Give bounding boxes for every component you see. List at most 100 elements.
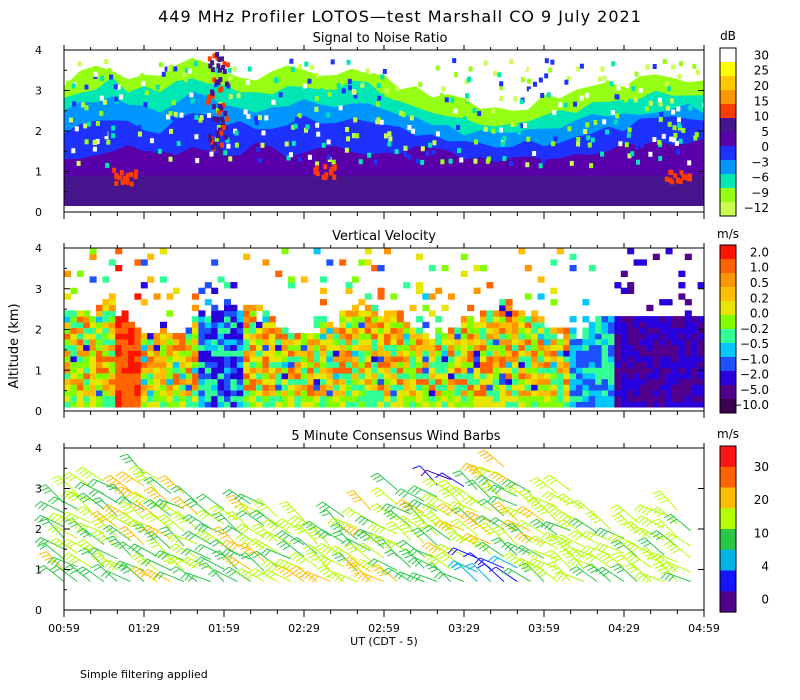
wind-barb-staff (281, 518, 305, 533)
vv-cell (467, 389, 475, 397)
wind-barb-flag (148, 541, 157, 545)
vv-cell (448, 344, 455, 351)
vv-cell (480, 361, 487, 368)
vv-cell (358, 372, 366, 380)
wind-barb-flag (146, 489, 155, 495)
wind-barb-flag (41, 540, 49, 547)
snr-plume-cell (216, 146, 221, 152)
wind-barb-flag (632, 546, 639, 553)
vv-cell (313, 395, 321, 402)
vv-cell (211, 338, 219, 346)
wind-barb-flag (315, 501, 323, 507)
vv-cell (544, 344, 551, 351)
wind-barb-flag (281, 522, 289, 529)
wind-barb-flag (123, 531, 132, 536)
wind-barb-flag (483, 454, 491, 460)
wind-barb-flag (521, 565, 529, 570)
snr-cell (586, 135, 591, 141)
snr-plume-cell (224, 116, 229, 122)
vv-cell (416, 401, 423, 408)
snr-high-patch (673, 173, 678, 179)
vv-cell (537, 367, 545, 374)
vv-cell (601, 389, 609, 397)
wind-barb-flag (500, 506, 508, 514)
vv-cell (179, 344, 187, 351)
snr-cell (376, 83, 381, 89)
colorbar-label: 0 (761, 593, 769, 607)
wind-barb-flag (370, 472, 378, 478)
vv-cell (371, 372, 379, 380)
vv-cell (678, 350, 686, 357)
vv-cell (281, 361, 289, 368)
vv-cell (160, 372, 167, 380)
snr-cell (387, 131, 392, 137)
vv-cell (665, 316, 673, 323)
vv-cell (627, 395, 635, 402)
wind-barb-flag (256, 528, 265, 534)
wind-barb-flag (171, 535, 178, 543)
vv-cell (211, 287, 219, 294)
vv-cell (313, 367, 321, 374)
snr-cell (161, 71, 166, 77)
vv-cell (332, 350, 340, 357)
snr-cell (326, 154, 331, 160)
snr-cell (502, 156, 507, 162)
snr-cell (84, 105, 89, 111)
wind-barb-staff (150, 476, 172, 494)
wind-barb-staff (546, 532, 571, 544)
vv-cell (620, 372, 628, 380)
vv-cell (486, 367, 494, 374)
vv-cell (294, 361, 302, 368)
vv-cell (198, 361, 206, 368)
vv-cell (160, 378, 167, 385)
y-tick-label: 0 (35, 604, 42, 617)
vv-cell (422, 367, 430, 374)
wind-barb-flag (211, 571, 219, 578)
vv-cell (601, 372, 609, 380)
vv-cell (281, 395, 289, 402)
vv-cell (691, 355, 699, 363)
wind-barb-flag (357, 572, 365, 580)
colorbar-label: −5.0 (740, 383, 769, 397)
wind-barb-staff (150, 486, 172, 505)
wind-barb-flag (254, 501, 262, 506)
vv-cell (480, 321, 487, 329)
wind-barb-flag (458, 506, 465, 513)
wind-barb-staff (549, 474, 571, 492)
vv-cell (691, 384, 699, 391)
wind-barb-flag (120, 503, 129, 509)
snr-cell (456, 125, 460, 130)
vv-cell (377, 389, 385, 397)
vv-cell (121, 344, 129, 351)
wind-barb-staff (40, 500, 65, 514)
wind-barb-staff (512, 523, 532, 543)
vv-cell (108, 299, 116, 306)
vv-cell (320, 344, 327, 351)
wind-barb-flag (170, 485, 179, 491)
wind-barb-flag (595, 566, 603, 573)
vv-cell (345, 378, 353, 385)
vv-cell (601, 367, 609, 374)
vv-cell (256, 401, 263, 408)
vv-cell (300, 384, 308, 391)
vv-cell (652, 401, 660, 408)
wind-barb-flag (575, 534, 582, 541)
wind-barb-flag (625, 542, 633, 549)
wind-barb-staff (521, 520, 545, 535)
vv-cell (128, 321, 135, 329)
colorbar-swatch (720, 549, 736, 572)
wind-barb-flag (91, 529, 99, 535)
vv-cell (364, 355, 372, 363)
x-tick-label: 02:59 (368, 622, 400, 635)
vv-cell (665, 367, 673, 374)
wind-barb-flag (411, 487, 418, 494)
snr-cell (157, 148, 162, 154)
vv-cell (512, 338, 519, 346)
wind-barb-flag (96, 515, 104, 521)
vv-cell (435, 389, 443, 397)
snr-plume-cell (211, 104, 216, 110)
snr-cell (567, 126, 572, 132)
wind-barb-staff (533, 558, 558, 569)
snr-cell (605, 129, 610, 135)
